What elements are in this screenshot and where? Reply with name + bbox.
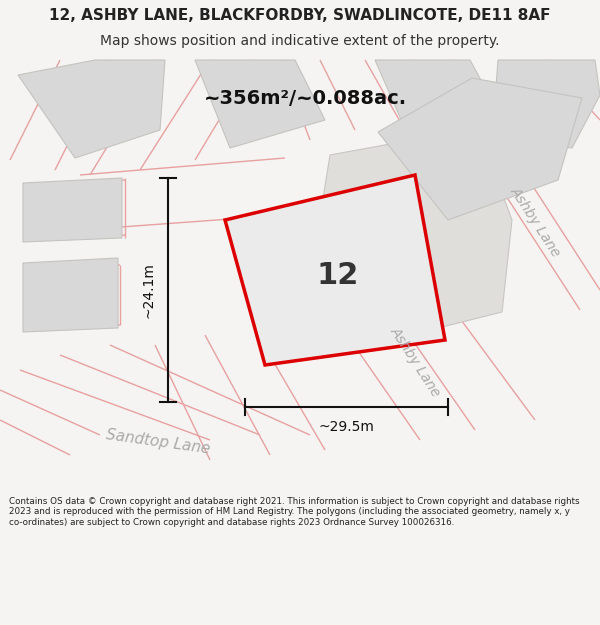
Text: Sandtop Lane: Sandtop Lane — [105, 428, 211, 457]
Text: Ashby Lane: Ashby Lane — [387, 324, 443, 399]
Polygon shape — [18, 60, 165, 158]
Polygon shape — [308, 128, 512, 342]
Text: ~29.5m: ~29.5m — [319, 420, 374, 434]
Text: ~24.1m: ~24.1m — [141, 262, 155, 318]
Polygon shape — [225, 175, 445, 365]
Text: ~356m²/~0.088ac.: ~356m²/~0.088ac. — [203, 89, 407, 107]
Text: Ashby Lane: Ashby Lane — [507, 184, 563, 259]
Text: Contains OS data © Crown copyright and database right 2021. This information is : Contains OS data © Crown copyright and d… — [9, 497, 580, 526]
Polygon shape — [23, 258, 118, 332]
Text: 12: 12 — [316, 261, 359, 289]
Polygon shape — [378, 78, 582, 220]
Polygon shape — [195, 60, 325, 148]
Polygon shape — [375, 60, 500, 140]
Polygon shape — [492, 60, 600, 148]
Polygon shape — [23, 178, 122, 242]
Text: Map shows position and indicative extent of the property.: Map shows position and indicative extent… — [100, 34, 500, 48]
Text: 12, ASHBY LANE, BLACKFORDBY, SWADLINCOTE, DE11 8AF: 12, ASHBY LANE, BLACKFORDBY, SWADLINCOTE… — [49, 8, 551, 23]
